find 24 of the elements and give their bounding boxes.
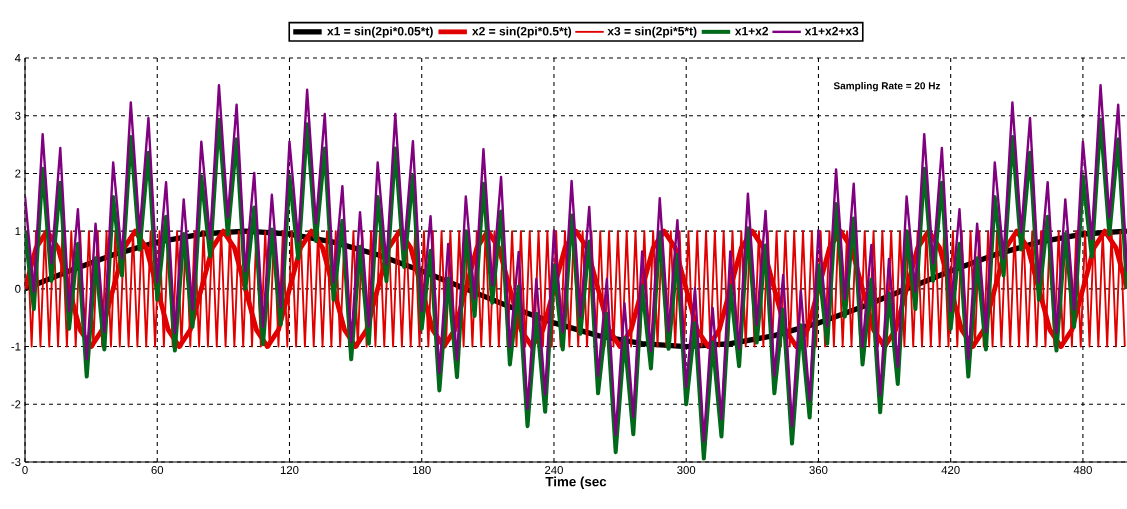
x-tick-label: 420	[941, 466, 960, 475]
x-tick-label: 300	[677, 466, 696, 475]
legend-label: x1 = sin(2pi*0.05*t)	[327, 26, 433, 38]
y-tick-label: -3	[11, 457, 21, 466]
legend-label: x3 = sin(2pi*5*t)	[607, 26, 697, 38]
legend-label: x1+x2	[734, 26, 769, 36]
x-tick-label: 60	[151, 466, 164, 475]
x-tick-label: 180	[413, 466, 431, 475]
y-tick-label: 2	[15, 169, 21, 178]
y-tick-label: -1	[11, 342, 21, 351]
x-tick-label: 0	[22, 466, 28, 475]
x-tick-label: 360	[809, 466, 828, 475]
x-tick-label: 480	[1073, 466, 1092, 475]
x-axis-title: Time (sec	[545, 476, 607, 489]
y-tick-label: -2	[11, 400, 21, 409]
legend-label: x1+x2+x3	[804, 26, 859, 36]
x-tick-label: 240	[545, 466, 563, 475]
y-tick-label: 4	[14, 54, 21, 62]
y-tick-label: 1	[15, 227, 21, 236]
annotation: Sampling Rate = 20 Hz	[833, 82, 941, 92]
legend-label: x2 = sin(2pi*0.5*t)	[472, 26, 572, 38]
y-tick-label: 3	[15, 111, 21, 120]
x-tick-label: 120	[280, 466, 299, 475]
y-tick-label: 0	[15, 284, 21, 293]
